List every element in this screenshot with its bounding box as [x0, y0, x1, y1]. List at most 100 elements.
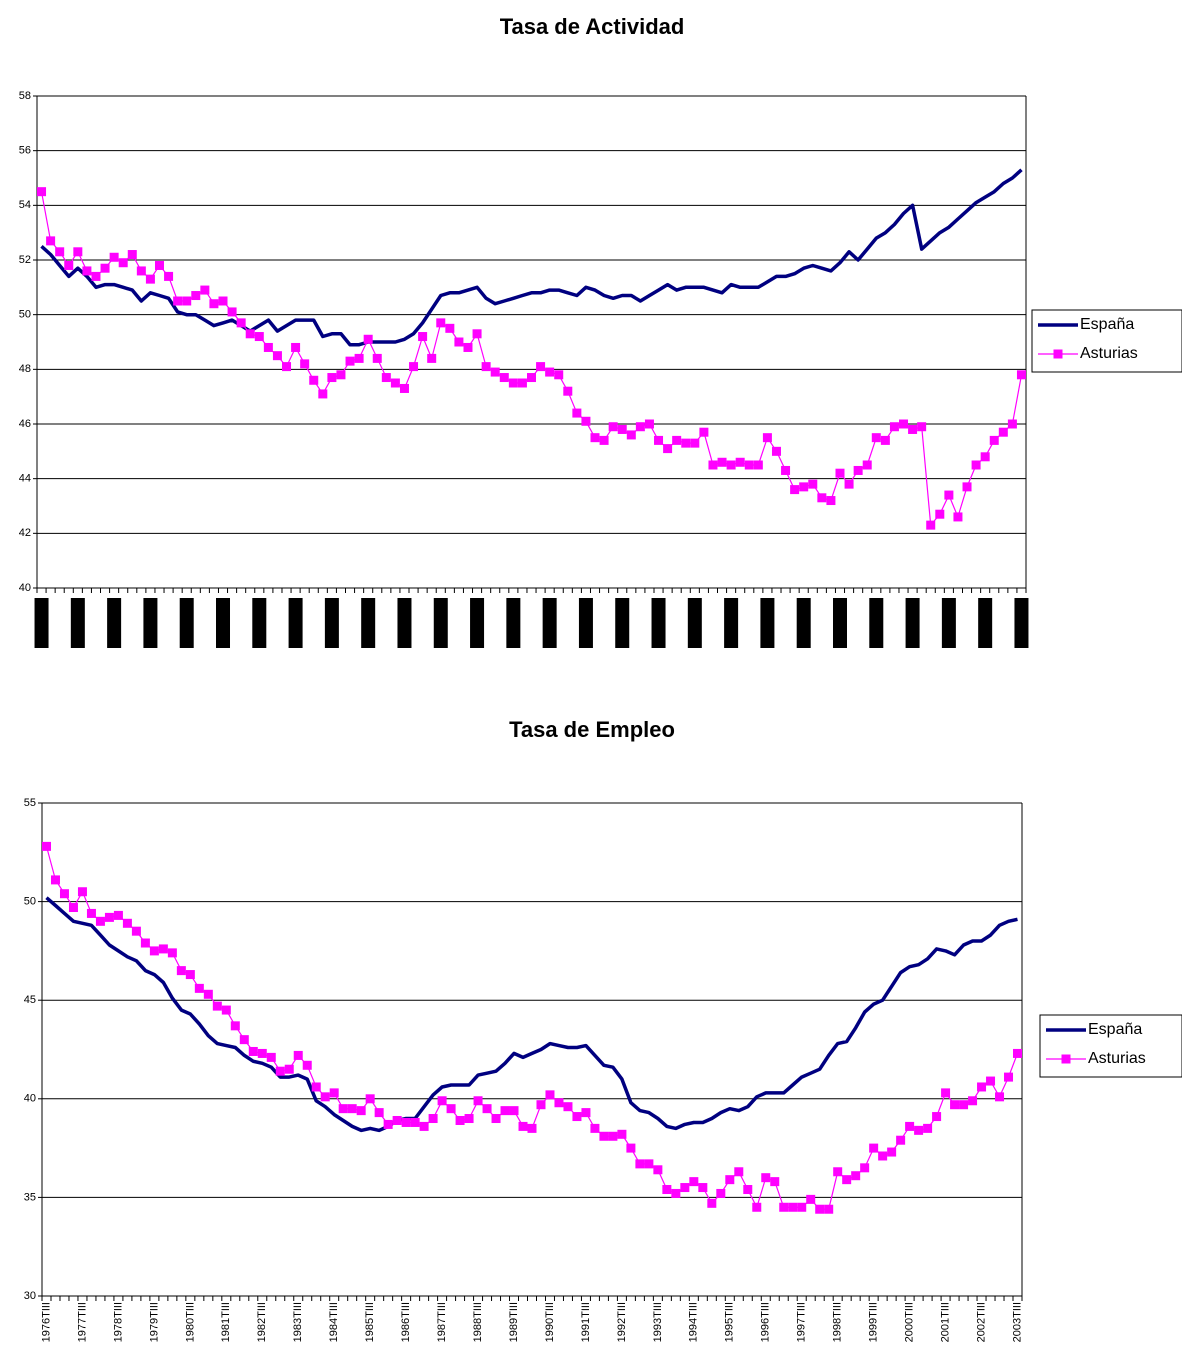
x-tick-label: 1989TIII [508, 1302, 520, 1342]
x-tick-label: 1993TIII [652, 1302, 664, 1342]
marker [390, 378, 400, 388]
marker [64, 260, 74, 270]
marker [761, 1173, 771, 1183]
x-tick-label: 1990TIII [544, 1302, 556, 1342]
marker [37, 187, 47, 197]
marker [518, 1121, 528, 1131]
marker [158, 944, 168, 954]
marker [617, 1129, 627, 1139]
marker [383, 1119, 393, 1129]
marker [320, 1092, 330, 1102]
marker [127, 250, 137, 260]
marker [554, 370, 564, 380]
marker [977, 1082, 987, 1092]
marker [209, 299, 219, 309]
y-tick-label: 55 [24, 797, 36, 809]
marker [536, 362, 546, 372]
marker [914, 1125, 924, 1135]
marker [986, 1076, 996, 1086]
marker [284, 1064, 294, 1074]
marker [635, 1159, 645, 1169]
marker [401, 1117, 411, 1127]
marker [998, 427, 1008, 437]
marker [744, 460, 754, 470]
marker [941, 1088, 951, 1098]
marker [472, 329, 482, 339]
x-label-block [216, 598, 231, 648]
marker [844, 479, 854, 489]
marker [329, 1088, 339, 1098]
marker [363, 334, 373, 344]
marker [59, 889, 69, 899]
marker [663, 444, 673, 454]
marker [608, 1131, 618, 1141]
marker [464, 1114, 474, 1124]
marker [860, 1163, 870, 1173]
marker [681, 438, 691, 448]
marker [953, 512, 963, 522]
marker [689, 1177, 699, 1187]
marker [499, 373, 509, 383]
marker [77, 887, 87, 897]
y-tick-label: 50 [19, 309, 31, 321]
marker [481, 362, 491, 372]
y-tick-label: 50 [24, 896, 36, 908]
marker [735, 457, 745, 467]
marker [436, 318, 446, 328]
marker [1013, 1048, 1023, 1058]
x-tick-label: 1981TIII [220, 1302, 232, 1342]
x-tick-label: 1996TIII [760, 1302, 772, 1342]
x-tick-label: 1980TIII [184, 1302, 196, 1342]
marker [959, 1100, 969, 1110]
x-label-block [361, 598, 376, 648]
marker [275, 1066, 285, 1076]
marker [824, 1204, 834, 1214]
x-tick-label: 1979TIII [148, 1302, 160, 1342]
x-label-block [1014, 598, 1029, 648]
marker [644, 1159, 654, 1169]
marker [454, 337, 464, 347]
marker [164, 271, 174, 281]
marker [227, 307, 237, 317]
marker [446, 1104, 456, 1114]
marker [833, 1167, 843, 1177]
marker [599, 435, 609, 445]
marker [245, 329, 255, 339]
marker [272, 351, 282, 361]
marker [917, 422, 927, 432]
x-label-block [542, 598, 557, 648]
x-label-block [978, 598, 993, 648]
x-label-block [252, 598, 267, 648]
x-tick-label: 1982TIII [256, 1302, 268, 1342]
series-line [45, 896, 1018, 1133]
x-tick-label: 2002TIII [975, 1302, 987, 1342]
x-label-block [506, 598, 521, 648]
marker [491, 1114, 501, 1124]
marker [672, 435, 682, 445]
marker [887, 1147, 897, 1157]
marker [753, 460, 763, 470]
marker [463, 342, 473, 352]
x-tick-label: 1985TIII [364, 1302, 376, 1342]
marker [91, 271, 101, 281]
marker [581, 416, 591, 426]
series-line [45, 846, 1019, 1210]
marker [716, 1188, 726, 1198]
marker [545, 1090, 555, 1100]
marker [808, 479, 818, 489]
marker [248, 1046, 258, 1056]
marker [770, 1177, 780, 1187]
marker [86, 908, 96, 918]
chart-title: Tasa de Actividad [500, 14, 685, 39]
marker [923, 1123, 933, 1133]
x-label-block [796, 598, 811, 648]
x-label-block [905, 598, 920, 648]
x-tick-label: 1998TIII [832, 1302, 844, 1342]
marker [354, 353, 364, 363]
marker [880, 435, 890, 445]
marker [635, 422, 645, 432]
marker [191, 291, 201, 301]
marker [799, 482, 809, 492]
marker [878, 1151, 888, 1161]
